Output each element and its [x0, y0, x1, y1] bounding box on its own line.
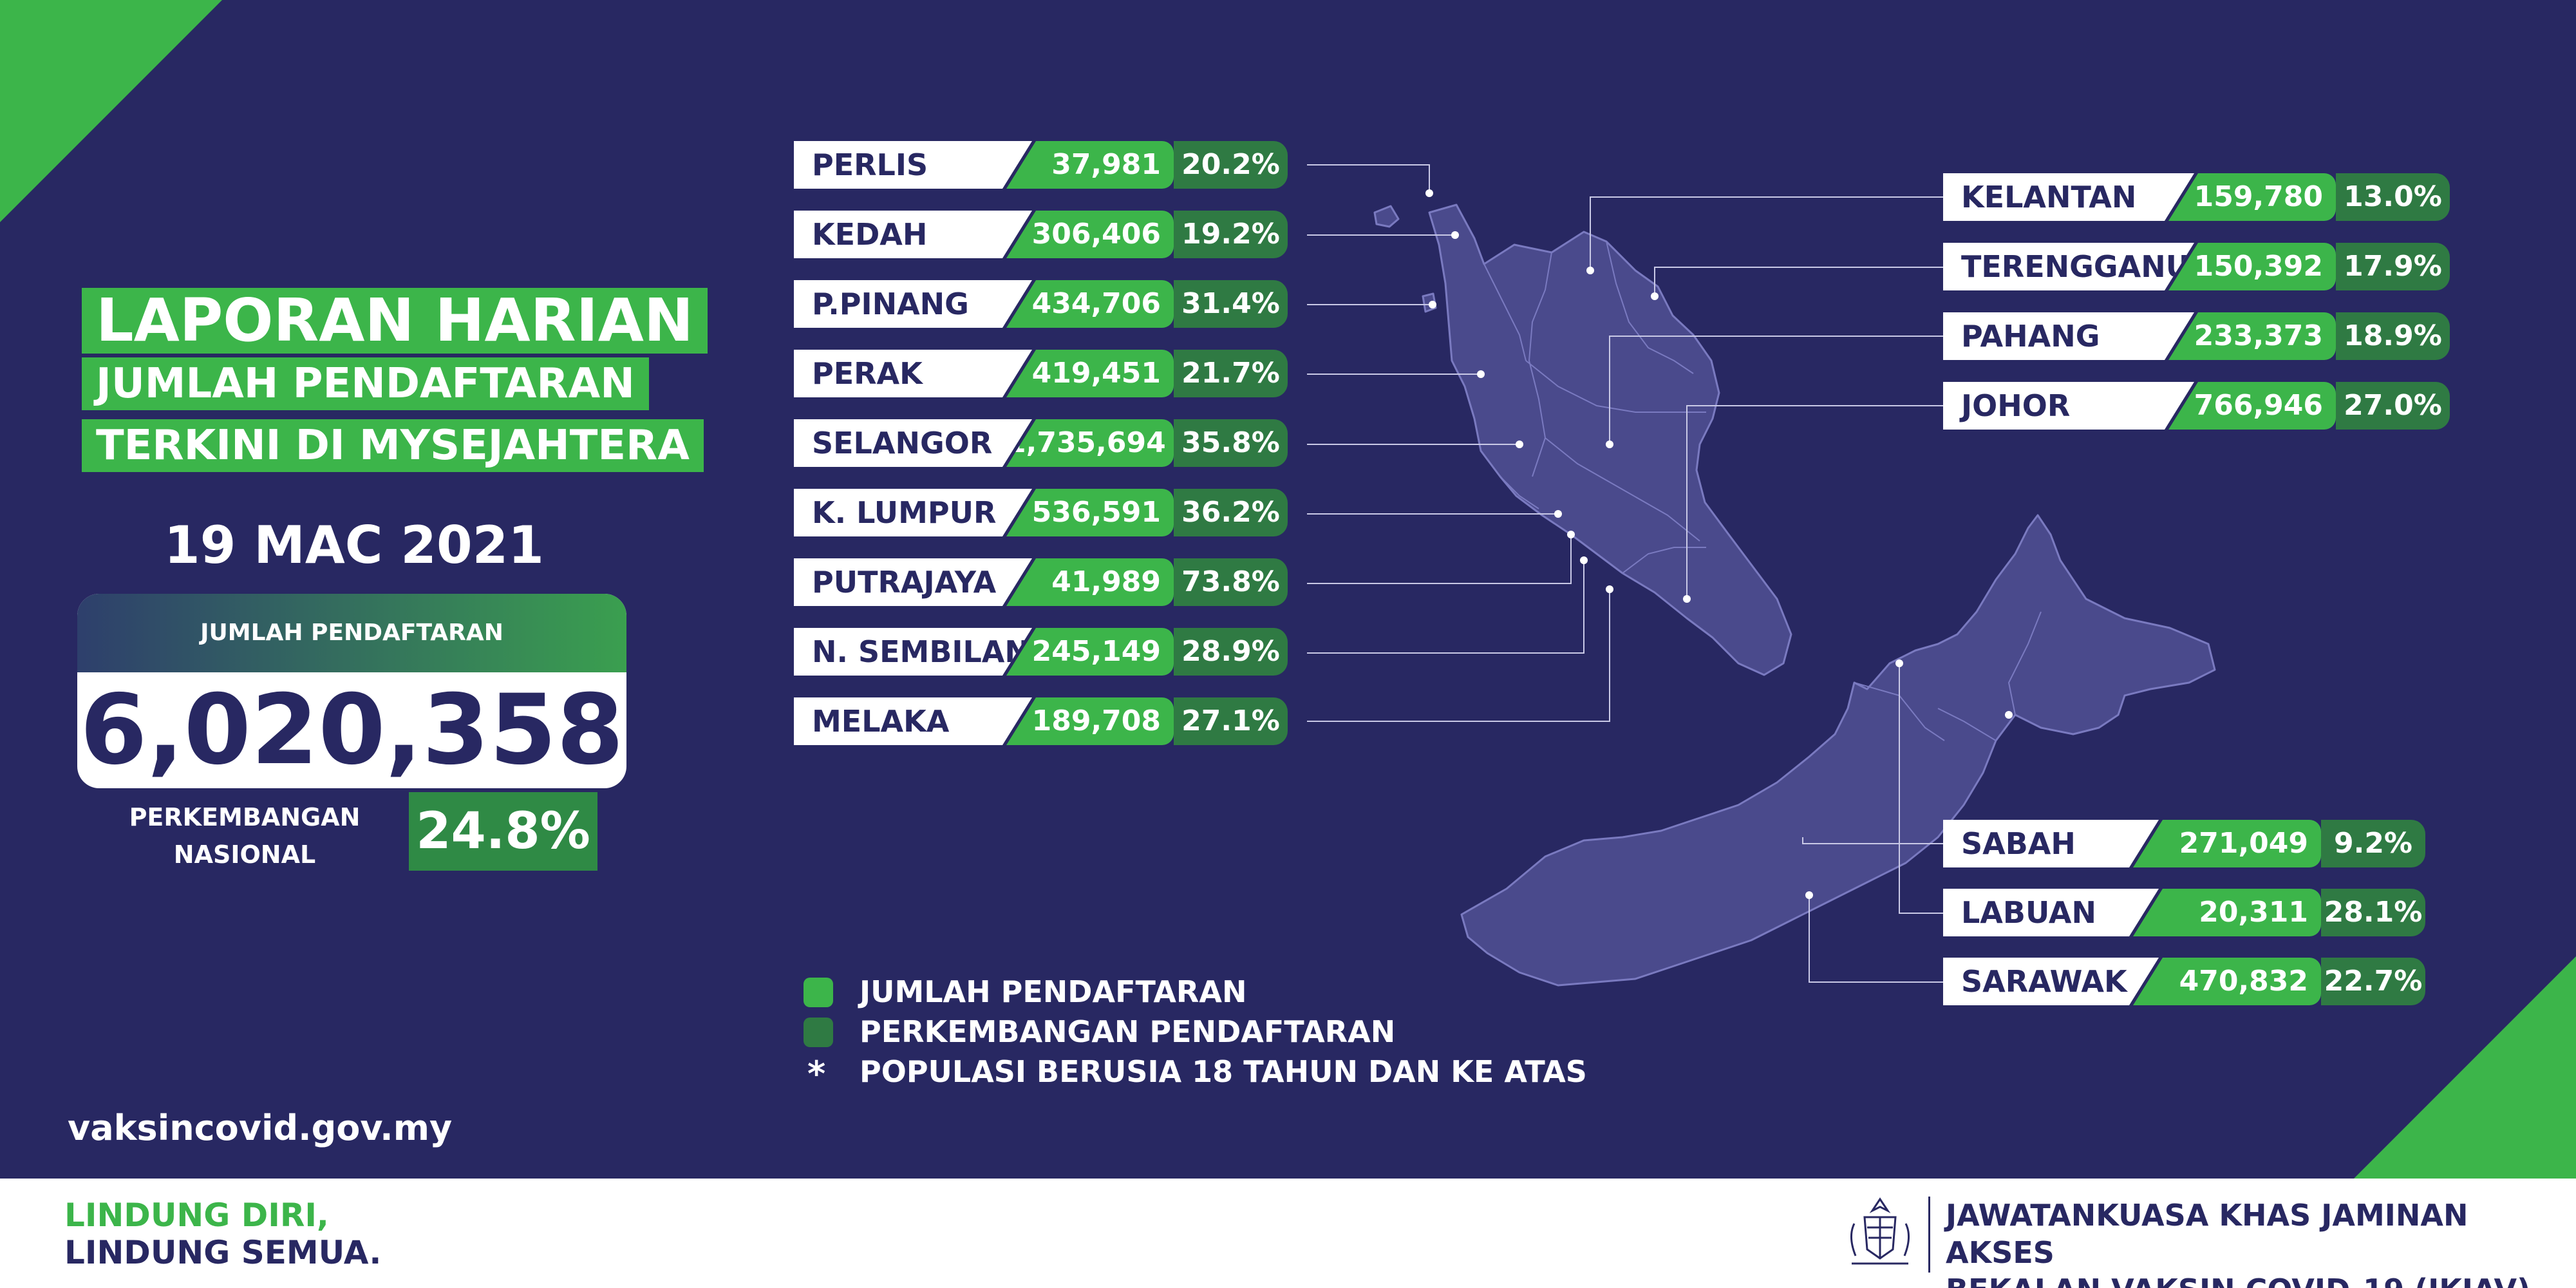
legend-label-population: POPULASI BERUSIA 18 TAHUN DAN KE ATAS [860, 1054, 1587, 1089]
corner-triangle-top-left [0, 0, 222, 222]
state-row: SARAWAK 470,832 22.7% [1943, 958, 2425, 1005]
langkawi-island [1373, 205, 1400, 228]
state-growth-percent: 21.7% [1174, 350, 1288, 397]
report-subtitle-2: TERKINI DI MYSEJAHTERA [82, 419, 704, 472]
state-registration-value: 159,780 [2168, 173, 2336, 221]
slogan-line2: LINDUNG SEMUA. [64, 1234, 382, 1271]
state-name: SELANGOR [794, 419, 1032, 467]
state-growth-percent: 31.4% [1174, 280, 1288, 328]
legend-label-growth: PERKEMBANGAN PENDAFTARAN [860, 1014, 1396, 1049]
state-name: SARAWAK [1943, 958, 2159, 1005]
slogan-line1: LINDUNG DIRI, [64, 1197, 329, 1234]
state-registration-value: 41,989 [1006, 558, 1174, 606]
state-row: JOHOR 766,946 27.0% [1943, 382, 2450, 430]
state-registration-value: 536,591 [1006, 489, 1174, 536]
report-title: LAPORAN HARIAN [82, 288, 708, 354]
state-growth-percent: 35.8% [1174, 419, 1288, 467]
borneo-malaysia-shape [1460, 514, 2216, 987]
state-registration-value: 37,981 [1006, 141, 1174, 189]
state-registration-value: 271,049 [2133, 820, 2321, 867]
total-registration-label: JUMLAH PENDAFTARAN [77, 594, 626, 672]
state-name: PERLIS [794, 141, 1032, 189]
footer-divider [1928, 1197, 1930, 1273]
legend-label-total: JUMLAH PENDAFTARAN [860, 974, 1247, 1009]
state-growth-percent: 9.2% [2321, 820, 2425, 867]
state-registration-value: 419,451 [1006, 350, 1174, 397]
state-row: P.PINANG 434,706 31.4% [794, 280, 1288, 328]
state-growth-percent: 73.8% [1174, 558, 1288, 606]
state-name: PERAK [794, 350, 1032, 397]
legend-swatch-growth [804, 1018, 833, 1047]
state-growth-percent: 36.2% [1174, 489, 1288, 536]
report-subtitle-1: JUMLAH PENDAFTARAN [82, 357, 649, 410]
state-name: KEDAH [794, 211, 1032, 258]
state-borders [1483, 241, 2042, 741]
total-registration-card: JUMLAH PENDAFTARAN 6,020,358 [77, 594, 626, 788]
agency-name-line1: JAWATANKUASA KHAS JAMINAN AKSES [1946, 1198, 2468, 1270]
state-registration-value: 245,149 [1006, 628, 1174, 676]
national-growth-label-line1: PERKEMBANGAN [129, 803, 361, 831]
state-row: SABAH 271,049 9.2% [1943, 820, 2425, 867]
state-growth-percent: 19.2% [1174, 211, 1288, 258]
state-name: N. SEMBILAN [794, 628, 1032, 676]
state-name: K. LUMPUR [794, 489, 1032, 536]
state-registration-value: 1,735,694 [1006, 419, 1174, 467]
national-growth-value: 24.8% [409, 792, 597, 871]
state-row: PERAK 419,451 21.7% [794, 350, 1288, 397]
state-name: LABUAN [1943, 889, 2159, 936]
agency-name: JAWATANKUASA KHAS JAMINAN AKSES BEKALAN … [1946, 1197, 2576, 1288]
state-growth-percent: 28.1% [2321, 889, 2425, 936]
state-row: PERLIS 37,981 20.2% [794, 141, 1288, 189]
state-row: TERENGGANU 150,392 17.9% [1943, 243, 2450, 290]
state-name: P.PINANG [794, 280, 1032, 328]
state-registration-value: 189,708 [1006, 697, 1174, 745]
legend-asterisk: * [807, 1054, 826, 1094]
state-registration-value: 766,946 [2168, 382, 2336, 430]
state-growth-percent: 13.0% [2336, 173, 2450, 221]
state-growth-percent: 28.9% [1174, 628, 1288, 676]
state-name: PUTRAJAYA [794, 558, 1032, 606]
state-growth-percent: 17.9% [2336, 243, 2450, 290]
website-url: vaksincovid.gov.my [68, 1108, 453, 1148]
state-row: KEDAH 306,406 19.2% [794, 211, 1288, 258]
state-registration-value: 434,706 [1006, 280, 1174, 328]
state-growth-percent: 27.1% [1174, 697, 1288, 745]
state-name: JOHOR [1943, 382, 2194, 430]
malaysia-coat-of-arms-icon [1850, 1197, 1910, 1265]
state-name: PAHANG [1943, 312, 2194, 360]
state-growth-percent: 20.2% [1174, 141, 1288, 189]
state-row: LABUAN 20,311 28.1% [1943, 889, 2425, 936]
state-row: K. LUMPUR 536,591 36.2% [794, 489, 1288, 536]
state-name: KELANTAN [1943, 173, 2194, 221]
state-growth-percent: 27.0% [2336, 382, 2450, 430]
state-row: PUTRAJAYA 41,989 73.8% [794, 558, 1288, 606]
state-registration-value: 20,311 [2133, 889, 2321, 936]
leader-lines [1307, 164, 1944, 983]
footer-bar [0, 1179, 2576, 1288]
state-name: TERENGGANU [1943, 243, 2194, 290]
state-row: MELAKA 189,708 27.1% [794, 697, 1288, 745]
state-row: SELANGOR 1,735,694 35.8% [794, 419, 1288, 467]
state-name: SABAH [1943, 820, 2159, 867]
report-date: 19 MAC 2021 [164, 515, 544, 575]
state-row: N. SEMBILAN 245,149 28.9% [794, 628, 1288, 676]
state-registration-value: 470,832 [2133, 958, 2321, 1005]
state-markers [1425, 189, 2013, 899]
slogan: LINDUNG DIRI, LINDUNG SEMUA. [64, 1197, 381, 1271]
state-growth-percent: 22.7% [2321, 958, 2425, 1005]
state-row: PAHANG 233,373 18.9% [1943, 312, 2450, 360]
state-row: KELANTAN 159,780 13.0% [1943, 173, 2450, 221]
total-registration-value: 6,020,358 [80, 674, 624, 786]
state-registration-value: 306,406 [1006, 211, 1174, 258]
state-growth-percent: 18.9% [2336, 312, 2450, 360]
agency-name-line2: BEKALAN VAKSIN COVID-19 (JKJAV) [1946, 1271, 2576, 1288]
state-registration-value: 150,392 [2168, 243, 2336, 290]
national-growth-label-line2: NASIONAL [173, 840, 316, 869]
state-name: MELAKA [794, 697, 1032, 745]
legend-swatch-total [804, 978, 833, 1007]
state-registration-value: 233,373 [2168, 312, 2336, 360]
national-growth-label: PERKEMBANGAN NASIONAL [122, 799, 367, 873]
